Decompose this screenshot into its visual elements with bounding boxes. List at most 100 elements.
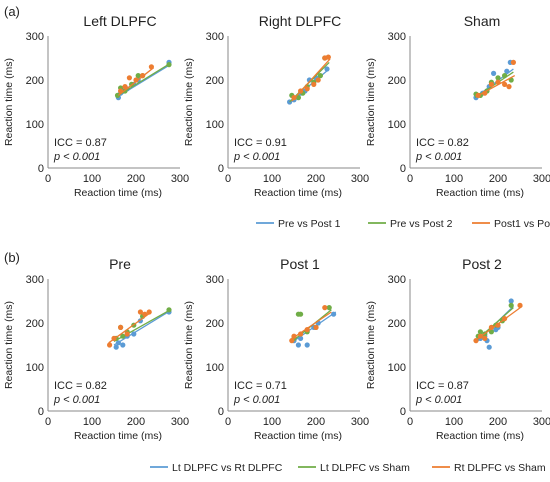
legend-label: Lt DLPFC vs Sham [320, 462, 410, 474]
data-point [298, 335, 304, 341]
data-point [131, 331, 137, 337]
x-tick-label: 300 [171, 173, 189, 185]
series-orange [473, 302, 523, 344]
data-point [122, 84, 128, 90]
x-tick-label: 100 [263, 416, 281, 428]
icc-annotation: ICC = 0.87 [416, 380, 469, 392]
data-point [118, 324, 124, 330]
series-orange [107, 309, 152, 348]
series-orange [289, 305, 332, 344]
data-point [315, 77, 321, 83]
data-point [148, 64, 154, 70]
data-point [295, 342, 301, 348]
y-axis-label: Reaction time (ms) [183, 58, 195, 146]
data-point [291, 95, 297, 101]
y-tick-label: 100 [206, 362, 224, 374]
data-point [508, 302, 514, 308]
y-tick-label: 300 [206, 31, 224, 43]
series-orange [475, 59, 516, 98]
y-tick-label: 100 [206, 119, 224, 131]
data-point [510, 59, 516, 65]
x-tick-label: 100 [83, 173, 101, 185]
data-point [107, 342, 113, 348]
data-point [111, 335, 117, 341]
trend-line [290, 311, 332, 341]
chart-title: Left DLPFC [83, 13, 156, 29]
series-blue [291, 311, 337, 348]
x-tick-label: 100 [263, 173, 281, 185]
y-tick-label: 0 [218, 163, 224, 175]
chart-5: Post 2 0 100 200 300 0 100 200 300 Reaction time … [365, 256, 550, 442]
chart-2: Sham 0 100 200 300 0 100 200 300 Reaction time (m… [365, 13, 550, 199]
chart-0: Left DLPFC 0 100 200 300 0 100 200 300 Reaction t… [3, 13, 189, 199]
legend-label: Pre vs Post 2 [390, 218, 453, 230]
data-point [477, 329, 483, 335]
y-tick-label: 200 [26, 318, 44, 330]
x-tick-label: 0 [45, 416, 51, 428]
y-tick-label: 300 [388, 31, 406, 43]
data-point [502, 73, 508, 79]
y-tick-label: 200 [388, 75, 406, 87]
data-point [166, 62, 172, 68]
chart-title: Sham [464, 13, 501, 29]
y-tick-label: 100 [26, 119, 44, 131]
legend-label: Post1 vs Post 2 [494, 218, 550, 230]
data-point [304, 327, 310, 333]
y-tick-label: 0 [38, 406, 44, 418]
data-point [502, 316, 508, 322]
data-point [517, 302, 523, 308]
chart-title: Post 1 [280, 256, 320, 272]
icc-annotation: ICC = 0.82 [54, 380, 107, 392]
data-point [488, 324, 494, 330]
legend-item: Pre vs Post 2 [368, 218, 453, 230]
x-axis-label: Reaction time (ms) [436, 187, 524, 199]
y-tick-label: 0 [400, 163, 406, 175]
panel-label-a: (a) [4, 4, 20, 19]
chart-title: Right DLPFC [259, 13, 341, 29]
data-point [317, 73, 323, 79]
chart-title: Post 2 [462, 256, 502, 272]
data-point [133, 77, 139, 83]
data-point [140, 73, 146, 79]
data-point [488, 81, 494, 87]
x-axis-label: Reaction time (ms) [436, 430, 524, 442]
y-tick-label: 200 [26, 75, 44, 87]
data-point [324, 66, 330, 72]
data-point [124, 331, 130, 337]
x-tick-label: 0 [407, 416, 413, 428]
legend-label: Lt DLPFC vs Rt DLPFC [172, 462, 283, 474]
data-point [295, 95, 301, 101]
p-annotation: p < 0.001 [415, 394, 462, 406]
legend-label: Rt DLPFC vs Sham [454, 462, 546, 474]
x-tick-label: 0 [225, 173, 231, 185]
x-tick-label: 200 [307, 173, 325, 185]
data-point [495, 322, 501, 328]
data-point [304, 86, 310, 92]
trend-line [291, 58, 331, 102]
data-point [488, 329, 494, 335]
series-orange [291, 54, 331, 102]
legend-item: Post1 vs Post 2 [472, 218, 550, 230]
data-point [486, 344, 492, 350]
y-axis-label: Reaction time (ms) [3, 58, 15, 146]
y-tick-label: 0 [400, 406, 406, 418]
p-annotation: p < 0.001 [415, 151, 462, 163]
y-tick-label: 0 [218, 406, 224, 418]
y-tick-label: 300 [26, 31, 44, 43]
legend-item: Rt DLPFC vs Sham [432, 462, 546, 474]
data-point [126, 75, 132, 81]
data-point [304, 342, 310, 348]
data-point [135, 73, 141, 79]
chart-4: Post 1 0 100 200 300 0 100 200 300 Reaction time … [183, 256, 369, 442]
x-tick-label: 0 [407, 173, 413, 185]
data-point [322, 305, 328, 311]
y-tick-label: 0 [38, 163, 44, 175]
data-point [325, 54, 331, 60]
y-axis-label: Reaction time (ms) [365, 58, 377, 146]
x-tick-label: 100 [83, 416, 101, 428]
chart-title: Pre [109, 256, 131, 272]
legend-item: Pre vs Post 1 [256, 218, 341, 230]
x-tick-label: 200 [489, 416, 507, 428]
legend-item: Lt DLPFC vs Rt DLPFC [150, 462, 283, 474]
data-point [118, 88, 124, 94]
